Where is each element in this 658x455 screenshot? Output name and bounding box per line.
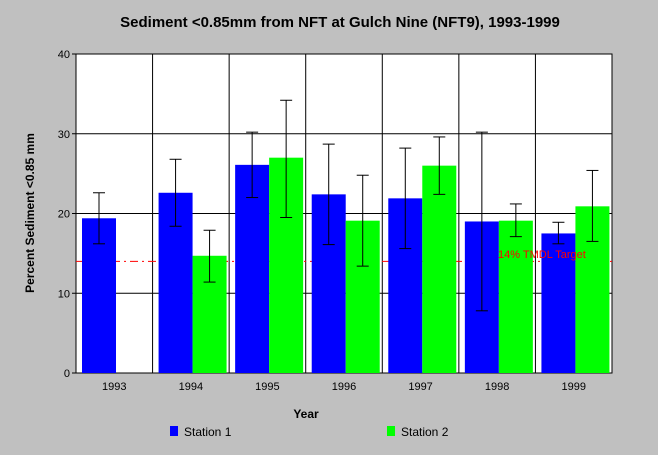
y-tick-label: 20 <box>58 209 70 221</box>
annotation-group: 14% TMDL Target <box>498 249 586 261</box>
bar-station-1-1995 <box>235 164 270 373</box>
chart-title: Sediment <0.85mm from NFT at Gulch Nine … <box>120 14 560 31</box>
target-label: 14% TMDL Target <box>498 249 586 261</box>
legend-swatch-station-1 <box>170 426 178 436</box>
y-axis-label: Percent Sediment <0.85 mm <box>23 133 37 293</box>
y-tick-label: 30 <box>58 129 70 141</box>
bar-station-2-1998 <box>498 220 533 373</box>
x-tick-label: 1999 <box>561 381 585 393</box>
x-tick-label: 1997 <box>408 381 432 393</box>
legend: Station 1 Station 2 <box>170 425 449 439</box>
error-bars <box>93 99 599 312</box>
bar-station-2-1997 <box>422 165 457 373</box>
x-tick-label: 1993 <box>102 381 126 393</box>
x-tick-label: 1996 <box>332 381 356 393</box>
legend-label-station-1: Station 1 <box>184 425 232 439</box>
x-ticks: 1993 1994 1995 1996 1997 1998 1999 <box>102 381 586 393</box>
x-axis-label: Year <box>293 407 319 421</box>
y-tick-label: 10 <box>58 288 70 300</box>
x-tick-label: 1998 <box>485 381 509 393</box>
y-tick-label: 0 <box>64 368 70 380</box>
y-tick-label: 40 <box>58 49 70 61</box>
y-ticks: 0 10 20 30 40 <box>58 49 76 380</box>
legend-swatch-station-2 <box>387 426 395 436</box>
x-tick-label: 1994 <box>179 381 203 393</box>
legend-label-station-2: Station 2 <box>401 425 449 439</box>
x-tick-label: 1995 <box>255 381 279 393</box>
bar-station-1-1999 <box>541 233 576 373</box>
